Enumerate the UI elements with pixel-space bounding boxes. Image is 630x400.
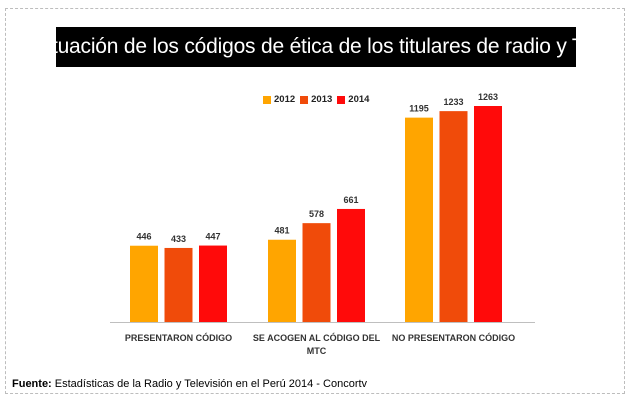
- bar-2013-0: [164, 247, 193, 322]
- bar-2012-0: [130, 245, 158, 322]
- chart-title: Situación de los códigos de ética de los…: [34, 27, 599, 67]
- bar-2014-0: [199, 245, 227, 322]
- legend: 2012 2013 2014: [263, 94, 369, 105]
- category-label: SE ACOGEN AL CÓDIGO DEL: [253, 332, 381, 343]
- legend-swatch: [337, 95, 346, 104]
- data-label: 433: [171, 234, 186, 244]
- source-note: Fuente: Estadísticas de la Radio y Telev…: [12, 378, 367, 390]
- data-label: 1195: [409, 104, 429, 114]
- legend-label: 2014: [348, 94, 370, 105]
- category-label: NO PRESENTARON CÓDIGO: [392, 332, 515, 343]
- data-label: 1263: [478, 92, 498, 102]
- legend-item-2013: 2013: [300, 94, 332, 105]
- legend-label: 2013: [311, 94, 333, 105]
- bar-2013-1: [302, 223, 331, 322]
- data-label: 446: [136, 232, 151, 242]
- category-label: MTC: [307, 346, 327, 356]
- source-label: Fuente:: [12, 378, 52, 390]
- legend-item-2012: 2012: [263, 94, 295, 105]
- legend-label: 2012: [274, 94, 296, 105]
- category-label: PRESENTARON CÓDIGO: [125, 332, 232, 343]
- legend-swatch: [300, 95, 309, 104]
- data-label: 578: [309, 209, 324, 219]
- bar-2014-1: [337, 208, 365, 322]
- data-label: 447: [205, 232, 220, 242]
- bar-2013-2: [439, 111, 468, 322]
- chart-frame: [5, 8, 625, 394]
- data-label: 481: [274, 226, 289, 236]
- legend-swatch: [263, 95, 271, 104]
- legend-item-2014: 2014: [337, 94, 369, 105]
- data-label: 1233: [443, 97, 463, 107]
- bar-2014-2: [474, 106, 502, 322]
- bar-2012-2: [405, 117, 433, 322]
- data-label: 661: [343, 195, 358, 205]
- source-text: Estadísticas de la Radio y Televisión en…: [51, 378, 368, 390]
- bar-2012-1: [268, 239, 296, 322]
